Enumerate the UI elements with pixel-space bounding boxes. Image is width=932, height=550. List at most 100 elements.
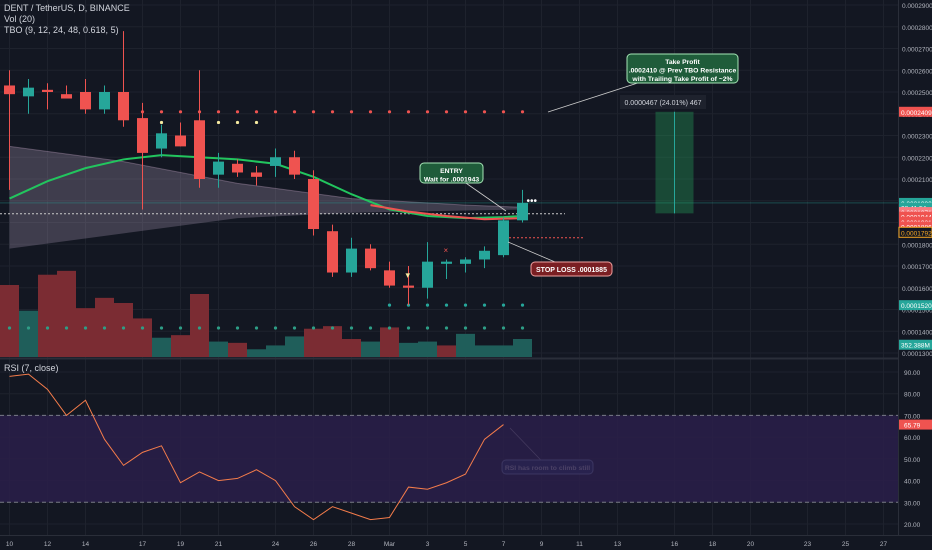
candle-body [118, 92, 129, 121]
candle-body [517, 202, 528, 221]
resistance-dot [520, 110, 525, 114]
volume-bar [152, 337, 171, 357]
volume-ma-dot [235, 326, 240, 330]
volume-bar [494, 345, 513, 357]
resistance-dot [501, 110, 506, 114]
volume-bar [475, 345, 494, 357]
volume-bar [171, 335, 190, 357]
measure-text: 0.0000467 (24.01%) 467 [624, 100, 701, 107]
candle-body [441, 261, 452, 264]
tbo-cloud [9, 146, 523, 249]
volume-bar [57, 270, 76, 357]
rsi-tick-label: 20.00 [904, 522, 921, 529]
stop-loss-callout-box [530, 261, 613, 277]
volume-bar [76, 308, 95, 357]
candle-body [479, 250, 490, 260]
time-tick-label: 28 [348, 541, 356, 548]
rsi-current-box [899, 419, 932, 430]
resistance-dot [330, 110, 335, 114]
candle-body [23, 87, 34, 97]
volume-bar [304, 328, 323, 357]
time-tick-label: 12 [44, 541, 52, 548]
price-label-text: 352.388M [901, 343, 930, 350]
take-profit-callout-text: .0002410 @ Prev TBO Resistance [629, 68, 737, 75]
tbo-legend: TBO (9, 12, 24, 48, 0.618, 5) [4, 25, 119, 35]
volume-bar [133, 318, 152, 357]
resistance-dot [463, 110, 468, 114]
support-dot [425, 303, 430, 307]
volume-bar [114, 303, 133, 357]
take-profit-callout-text: with Trailing Take Profit of ~2% [631, 76, 732, 83]
resistance-dot [387, 110, 392, 114]
candle-body [365, 248, 376, 269]
resistance-dot [235, 110, 240, 114]
stop-loss-callout: STOP LOSS .0001885 [507, 241, 613, 277]
volume-bar [513, 339, 532, 357]
resistance-dot [482, 110, 487, 114]
rsi-tick-label: 60.00 [904, 435, 921, 442]
rsi-tick-label: 80.00 [904, 392, 921, 399]
volume-ma-dot [520, 326, 525, 330]
time-tick-label: 10 [6, 541, 14, 548]
buy-marker: ▾ [406, 270, 411, 280]
resistance-dot [178, 110, 183, 114]
volume-bar [285, 336, 304, 357]
volume-bar [437, 345, 456, 357]
price-axis: 0.0002900 0.0002800 0.0002700 0.0002600 0.00… [898, 3, 932, 358]
sell-marker: × [444, 246, 449, 255]
volume-ma-dot [159, 326, 164, 330]
price-tick-label: 0.0002100 [902, 177, 932, 184]
time-tick-label: 23 [804, 541, 812, 548]
volume-bar [190, 294, 209, 357]
candle-body [42, 89, 53, 92]
price-tick-label: 0.0001300 [902, 351, 932, 358]
volume-ma-dot [368, 326, 373, 330]
volume-ma-dot [444, 326, 449, 330]
volume-ma-dot [178, 326, 183, 330]
volume-bar [266, 345, 285, 357]
rsi-band [0, 415, 898, 503]
volume-bar [418, 341, 437, 357]
rsi-tick-label: 40.00 [904, 479, 921, 486]
entry-callout-box [419, 162, 484, 184]
volume-ma-dot [7, 326, 12, 330]
time-tick-label: 9 [540, 541, 544, 548]
rsi-current-label: 65.79 [904, 423, 921, 430]
time-tick-label: 3 [426, 541, 430, 548]
signal-dot [235, 120, 240, 125]
candle-body [327, 231, 338, 273]
resistance-dot [292, 110, 297, 114]
volume-ma-dot [140, 326, 145, 330]
measure-label: 0.0000467 (24.01%) 467 [620, 95, 706, 109]
time-tick-label: 16 [671, 541, 679, 548]
volume-ma-dot [102, 326, 107, 330]
volume-ma-dot [387, 326, 392, 330]
rsi-tick-label: 90.00 [904, 370, 921, 377]
rsi-tick-label: 30.00 [904, 500, 921, 507]
time-tick-label: 19 [177, 541, 185, 548]
price-label-text: 0.0001520 [901, 303, 932, 310]
candle-body [498, 220, 509, 256]
resistance-dot [368, 110, 373, 114]
entry-callout-text: ENTRY [440, 168, 463, 175]
time-tick-label: 25 [842, 541, 850, 548]
resistance-dot [444, 110, 449, 114]
price-tick-label: 0.0002700 [902, 47, 932, 54]
candle-body [175, 135, 186, 147]
volume-ma-dot [273, 326, 278, 330]
candle-body [346, 248, 357, 273]
candle-body [213, 161, 224, 175]
resistance-dot [159, 110, 164, 114]
take-profit-callout-text: Take Profit [665, 59, 700, 66]
volume-ma-dot [216, 326, 221, 330]
time-tick-label: 27 [880, 541, 888, 548]
time-tick-label: 18 [709, 541, 717, 548]
price-label-box [899, 221, 932, 232]
price-tick-label: 0.0002600 [902, 68, 932, 75]
volume-bar [456, 333, 475, 357]
volume-bar [0, 285, 19, 357]
volume-bar [19, 310, 38, 357]
rsi-tick-label: 70.00 [904, 413, 921, 420]
time-tick-label: 14 [82, 541, 90, 548]
